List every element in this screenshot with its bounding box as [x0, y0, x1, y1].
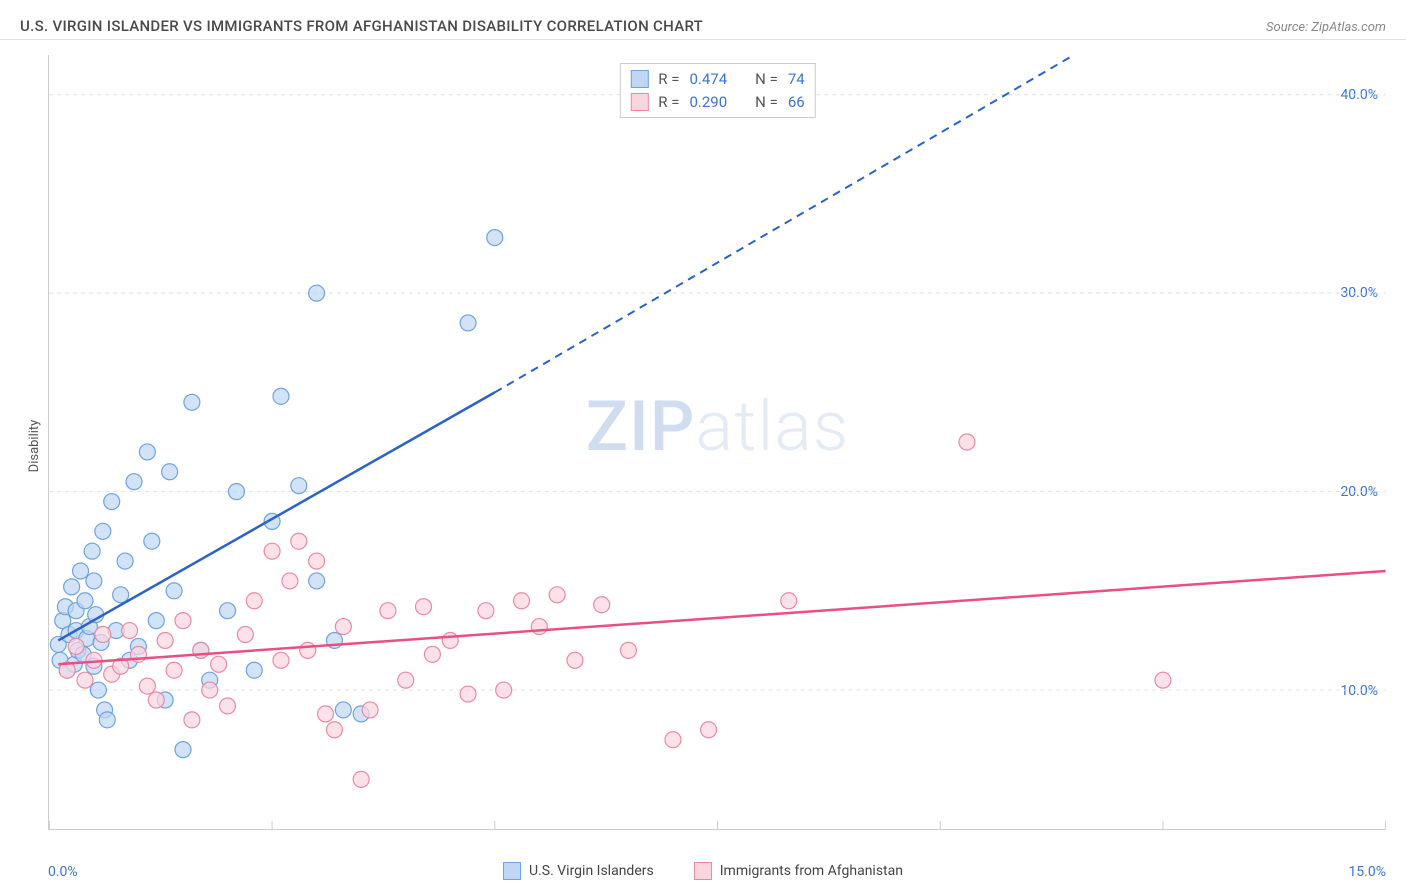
chart-container: U.S. VIRGIN ISLANDER VS IMMIGRANTS FROM …	[0, 0, 1406, 892]
legend-label-pink: Immigrants from Afghanistan	[720, 863, 903, 879]
n-value-pink: 66	[788, 91, 805, 114]
r-label: R =	[658, 68, 679, 91]
correlation-row-blue: R = 0.474 N = 74	[630, 68, 804, 91]
legend-label-blue: U.S. Virgin Islanders	[529, 863, 654, 879]
chart-header: U.S. VIRGIN ISLANDER VS IMMIGRANTS FROM …	[0, 0, 1406, 40]
legend-item-blue: U.S. Virgin Islanders	[503, 862, 654, 880]
r-value-pink: 0.290	[689, 91, 727, 114]
y-axis-label: Disability	[27, 420, 42, 473]
chart-title: U.S. VIRGIN ISLANDER VS IMMIGRANTS FROM …	[20, 17, 703, 35]
correlation-legend-box: R = 0.474 N = 74 R = 0.290 N = 66	[619, 63, 815, 118]
swatch-pink	[630, 93, 648, 111]
bottom-legend: U.S. Virgin Islanders Immigrants from Af…	[0, 862, 1406, 880]
swatch-blue	[630, 70, 648, 88]
plot-svg	[49, 55, 1386, 829]
plot-area: ZIPatlas R = 0.474 N = 74 R = 0.290 N = …	[48, 55, 1386, 830]
correlation-row-pink: R = 0.290 N = 66	[630, 91, 804, 114]
r-value-blue: 0.474	[689, 68, 727, 91]
legend-swatch-blue	[503, 862, 521, 880]
r-label: R =	[658, 91, 679, 114]
legend-item-pink: Immigrants from Afghanistan	[694, 862, 903, 880]
n-value-blue: 74	[788, 68, 805, 91]
n-label: N =	[755, 68, 778, 91]
chart-source: Source: ZipAtlas.com	[1266, 20, 1386, 35]
n-label: N =	[755, 91, 778, 114]
legend-swatch-pink	[694, 862, 712, 880]
